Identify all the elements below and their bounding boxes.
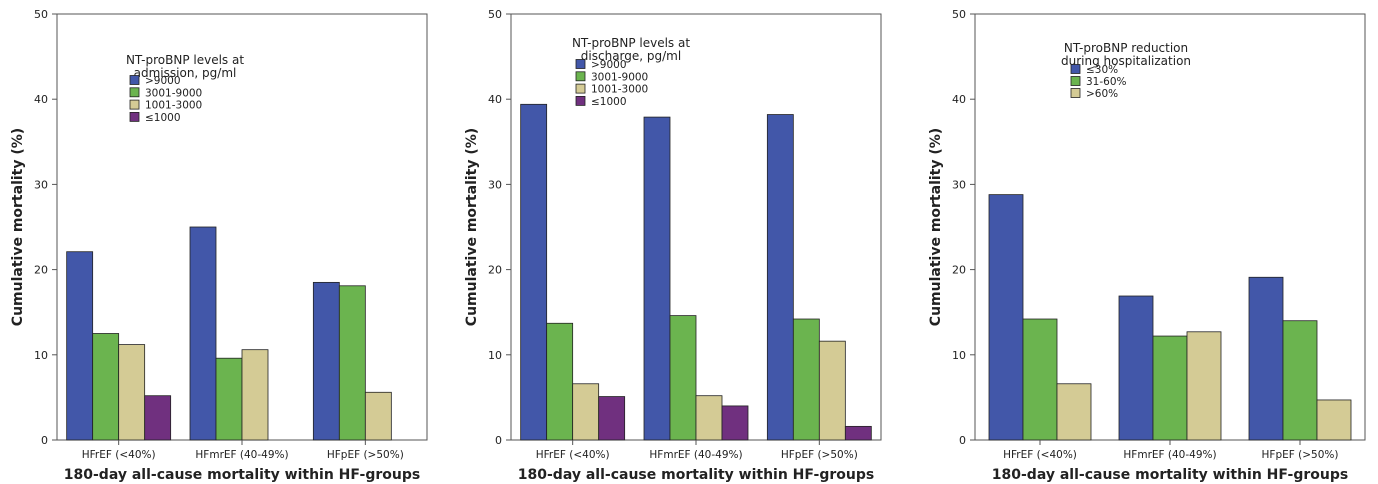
legend-label-1: ≤30%	[1086, 64, 1118, 76]
legend-label-4: ≤1000	[145, 112, 181, 124]
legend-swatch-2	[575, 71, 586, 82]
bar-3-1	[1056, 383, 1092, 441]
bar-2-3	[1282, 320, 1318, 441]
chart-panel-2: 0 10 20 30 40 50 HFrEF (<40%) HFmrEF (40-49%) HF…	[464, 8, 882, 483]
bar-2-3	[338, 285, 366, 441]
legend-swatch-4	[129, 112, 140, 122]
x-tick-label: HFpEF (>50%)	[327, 449, 404, 461]
legend-swatch-4	[575, 96, 586, 106]
legend-label-4: ≤1000	[591, 96, 627, 108]
legend-title: NT-proBNP reduction	[1064, 41, 1188, 55]
y-tick-label: 10	[34, 349, 48, 362]
legend-swatch-3	[575, 83, 586, 94]
bar-2-3	[792, 318, 820, 441]
bar-1-3	[1248, 276, 1284, 441]
bar-3-2	[695, 395, 723, 441]
bar-1-1	[66, 251, 94, 441]
x-tick-label: HFpEF (>50%)	[1262, 449, 1339, 461]
x-tick-label: HFrEF (<40%)	[1003, 449, 1077, 461]
legend-label-3: 1001-3000	[145, 100, 202, 112]
bar-2-1	[1022, 318, 1058, 441]
bar-2-2	[1152, 335, 1188, 441]
y-tick-label: 50	[34, 8, 48, 21]
legend-swatch-3	[1070, 88, 1081, 98]
x-tick-label: HFmrEF (40-49%)	[195, 449, 288, 461]
legend-title: NT-proBNP levels at	[572, 36, 690, 50]
chart-panel-3: 0 10 20 30 40 50 HFrEF (<40%) HFmrEF (40-49%) HF…	[928, 8, 1366, 483]
bar-3-2	[1186, 331, 1222, 441]
legend-label-2: 3001-9000	[591, 71, 648, 83]
legend-label-3: 1001-3000	[591, 84, 648, 96]
x-tick-label: HFmrEF (40-49%)	[1123, 449, 1216, 461]
x-axis-title: 180-day all-cause mortality within HF-gr…	[518, 467, 874, 483]
legend-swatch-1	[129, 75, 140, 85]
bar-3-2	[241, 349, 269, 441]
x-tick-label: HFmrEF (40-49%)	[649, 449, 742, 461]
bar-1-2	[1118, 295, 1154, 441]
legend-swatch-1	[575, 59, 586, 69]
y-tick-label: 40	[952, 93, 966, 106]
y-tick-label: 40	[34, 93, 48, 106]
bar-1-1	[520, 103, 548, 441]
y-axis-title: Cumulative mortality (%)	[464, 128, 480, 326]
y-tick-label: 30	[488, 178, 502, 191]
legend-label-2: 3001-9000	[145, 87, 202, 99]
bar-2-2	[669, 315, 697, 441]
y-axis-title: Cumulative mortality (%)	[928, 128, 944, 326]
legend-swatch-3	[129, 99, 140, 110]
x-tick-label: HFrEF (<40%)	[536, 449, 610, 461]
y-tick-label: 50	[952, 8, 966, 21]
bar-4-2	[721, 405, 749, 441]
y-tick-label: 0	[41, 434, 48, 447]
y-tick-label: 10	[952, 349, 966, 362]
bar-1-1	[988, 194, 1024, 441]
bar-1-3	[766, 114, 794, 441]
legend-title: discharge, pg/ml	[581, 49, 681, 63]
x-axis-title: 180-day all-cause mortality within HF-gr…	[992, 467, 1348, 483]
y-tick-label: 0	[959, 434, 966, 447]
bar-1-2	[189, 226, 217, 441]
y-tick-label: 0	[495, 434, 502, 447]
bar-3-1	[118, 344, 146, 441]
legend-label-1: >9000	[591, 59, 627, 71]
chart-panel-1: 0 10 20 30 40 50 HFrEF (<40%) HFmrEF (40-49%) HF…	[10, 8, 428, 483]
bar-2-1	[546, 322, 574, 441]
legend-label-3: >60%	[1086, 88, 1118, 100]
bar-1-2	[643, 116, 671, 441]
bar-1-3	[312, 281, 340, 441]
legend-swatch-2	[129, 87, 140, 98]
y-tick-label: 30	[952, 178, 966, 191]
x-tick-label: HFpEF (>50%)	[781, 449, 858, 461]
legend-title: during hospitalization	[1061, 54, 1191, 68]
legend-label-1: >9000	[145, 75, 181, 87]
bar-3-1	[572, 383, 600, 441]
x-axis-title: 180-day all-cause mortality within HF-gr…	[64, 467, 420, 483]
y-tick-label: 10	[488, 349, 502, 362]
y-tick-label: 20	[34, 264, 48, 277]
legend-label-2: 31-60%	[1086, 76, 1127, 88]
y-tick-label: 50	[488, 8, 502, 21]
y-tick-label: 40	[488, 93, 502, 106]
bar-2-2	[215, 357, 243, 441]
bar-4-3	[844, 425, 872, 441]
bar-3-3	[1316, 399, 1352, 441]
bar-3-3	[364, 391, 392, 441]
y-tick-label: 20	[488, 264, 502, 277]
y-tick-label: 30	[34, 178, 48, 191]
bar-4-1	[144, 395, 172, 441]
legend-title: admission, pg/ml	[134, 66, 237, 80]
bar-3-3	[818, 340, 846, 441]
y-tick-label: 20	[952, 264, 966, 277]
bar-2-1	[92, 333, 120, 441]
bar-4-1	[598, 396, 626, 441]
legend-swatch-2	[1070, 76, 1081, 86]
legend-swatch-1	[1070, 64, 1081, 74]
legend-title: NT-proBNP levels at	[126, 53, 244, 67]
y-axis-title: Cumulative mortality (%)	[10, 128, 26, 326]
x-tick-label: HFrEF (<40%)	[82, 449, 156, 461]
